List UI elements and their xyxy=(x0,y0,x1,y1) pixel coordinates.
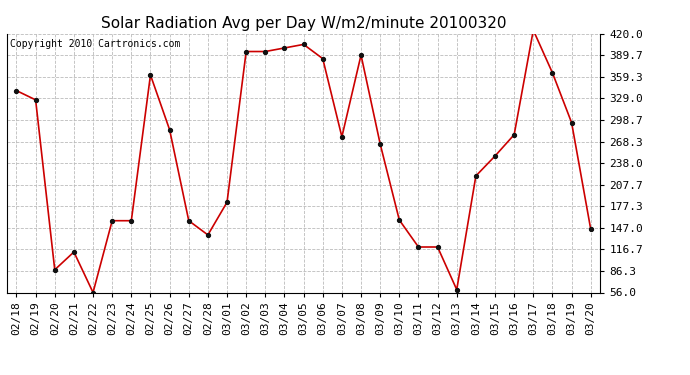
Title: Solar Radiation Avg per Day W/m2/minute 20100320: Solar Radiation Avg per Day W/m2/minute … xyxy=(101,16,506,31)
Text: Copyright 2010 Cartronics.com: Copyright 2010 Cartronics.com xyxy=(10,39,180,49)
